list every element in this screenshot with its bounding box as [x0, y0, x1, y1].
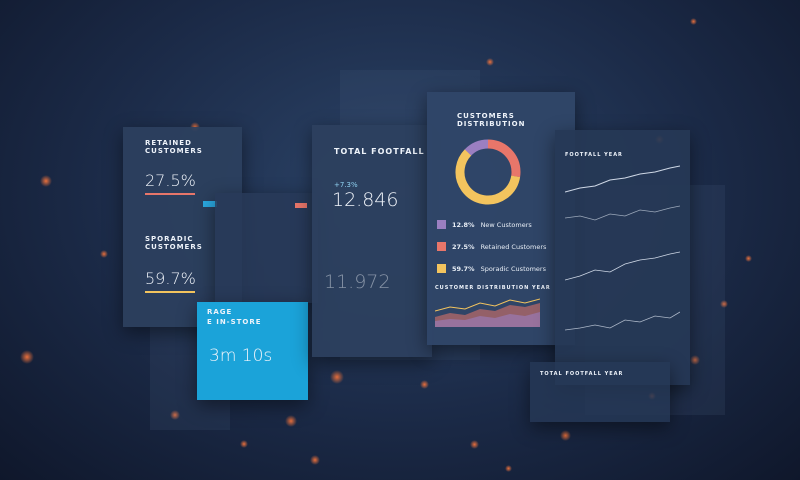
time-title-line: RAGE — [207, 308, 233, 316]
legend-item: 27.5% Retained Customers — [437, 242, 546, 251]
bokeh-dot — [690, 355, 700, 365]
legend-swatch — [437, 220, 446, 229]
bokeh-dot — [40, 175, 52, 187]
bokeh-dot — [486, 58, 494, 66]
legend-label: Retained Customers — [480, 242, 547, 251]
donut-chart — [455, 139, 521, 205]
button[interactable] — [203, 201, 217, 207]
progress — [145, 193, 195, 195]
bokeh-dot — [470, 440, 479, 449]
bokeh-dot — [310, 455, 320, 465]
bottom-panel: TOTAL FOOTFALL YEAR — [530, 362, 670, 422]
footfall-title: TOTAL FOOTFALL — [334, 147, 425, 156]
footfall-previous: 11.972 — [324, 271, 391, 293]
footfall-year-title: TOTAL FOOTFALL YEAR — [540, 371, 624, 377]
bokeh-dot — [690, 18, 697, 25]
sporadic-title: SPORADIC CUSTOMERS — [145, 235, 203, 251]
bokeh-dot — [720, 300, 728, 308]
distribution-panel: CUSTOMERS DISTRIBUTION CUSTOMER DISTRIBU… — [427, 92, 575, 345]
time-title-line: E IN-STORE — [207, 318, 262, 326]
legend-swatch — [437, 264, 446, 273]
faded-panel — [215, 193, 318, 303]
footfall-change: +7.3% — [334, 181, 358, 189]
badge — [295, 203, 307, 208]
bokeh-dot — [20, 350, 34, 364]
area-chart — [435, 298, 540, 327]
bokeh-dot — [330, 370, 344, 384]
bokeh-dot — [240, 440, 248, 448]
legend-value: 59.7% — [452, 264, 475, 273]
donut-segment — [455, 139, 521, 205]
legend-label: Sporadic Customers — [480, 264, 546, 273]
bokeh-dot — [745, 255, 752, 262]
year-chart-title: CUSTOMER DISTRIBUTION YEAR — [435, 285, 551, 291]
legend-value: 12.8% — [452, 220, 475, 229]
legend-value: 27.5% — [452, 242, 475, 251]
footfall-panel: TOTAL FOOTFALL +7.3% 12.846 11.972 — [312, 125, 432, 357]
bokeh-dot — [420, 380, 429, 389]
footfall-year-title: FOOTFALL YEAR — [565, 152, 623, 158]
retained-value: 27.5% — [145, 171, 196, 190]
legend-swatch — [437, 242, 446, 251]
bokeh-dot — [505, 465, 512, 472]
footfall-year-panel: FOOTFALL YEAR — [555, 130, 690, 385]
line-charts — [565, 165, 680, 331]
time-value: 3m 10s — [209, 346, 273, 366]
footfall-value: 12.846 — [332, 189, 399, 211]
time-panel: RAGE E IN-STORE 3m 10s — [197, 302, 308, 400]
distribution-title: CUSTOMERS DISTRIBUTION — [457, 112, 526, 128]
retained-title: RETAINED CUSTOMERS — [145, 139, 203, 155]
legend-label: New Customers — [480, 220, 532, 229]
legend-item: 12.8% New Customers — [437, 220, 532, 229]
sporadic-value: 59.7% — [145, 269, 196, 288]
legend-item: 59.7% Sporadic Customers — [437, 264, 546, 273]
bokeh-dot — [285, 415, 297, 427]
bokeh-dot — [170, 410, 180, 420]
progress — [145, 291, 195, 293]
bokeh-dot — [100, 250, 108, 258]
bokeh-dot — [560, 430, 571, 441]
